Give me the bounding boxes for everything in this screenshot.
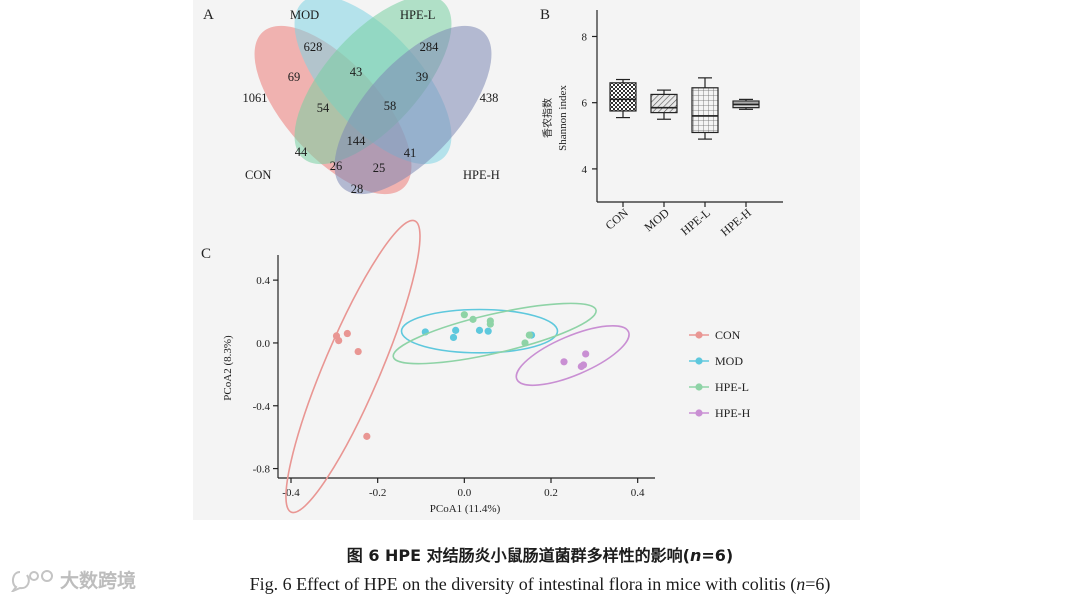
pcoa-ytick-label: 0.4 <box>256 275 270 287</box>
legend-label: MOD <box>715 354 743 368</box>
venn-count-con-hpel-hpeh: 26 <box>330 159 343 173</box>
panel-a-label: A <box>203 7 214 23</box>
pcoa-point <box>335 336 343 345</box>
venn-count-mod-only: 628 <box>304 40 323 54</box>
pcoa-point <box>579 361 588 369</box>
venn-label-hpeh: HPE-H <box>463 168 500 182</box>
venn-count-mod-hpel: 43 <box>350 65 363 79</box>
legend-marker <box>695 331 703 339</box>
pcoa-xlabel: PCoA1 (11.4%) <box>430 503 501 515</box>
venn-count-con-hpeh: 28 <box>351 182 364 196</box>
pcoa-ytick-label: -0.4 <box>253 401 271 413</box>
pcoa-point <box>484 327 492 335</box>
box-iqr <box>691 87 719 134</box>
venn-count-con-mod: 69 <box>288 70 301 84</box>
pcoa-plot: PCoA2 (8.3%) PCoA1 (11.4%) -0.4 -0.2 0.0 0.… <box>222 219 751 515</box>
pcoa-ellipse <box>392 302 597 365</box>
panel-b-label: B <box>540 7 550 23</box>
shannon-boxplot: 香农指数 Shannon index 4 6 8 CON MOD HPE-L HPE-H <box>541 10 783 239</box>
pcoa-xtick-label: -0.2 <box>369 487 386 499</box>
venn-count-all: 144 <box>347 134 367 148</box>
pcoa-point <box>449 333 458 342</box>
legend-label: CON <box>715 328 741 342</box>
venn-count-hpeh-only: 438 <box>480 91 499 105</box>
pcoa-point <box>354 347 362 356</box>
figure-panel: A MOD HPE-L CON HPE-H 1061 628 284 438 6… <box>193 0 860 520</box>
pcoa-point <box>363 432 371 440</box>
pcoa-point <box>460 311 468 319</box>
pcoa-ellipse <box>515 324 630 387</box>
venn-count-con-mod-hpeh: 25 <box>373 161 386 175</box>
boxplot-ytick-label: 8 <box>582 31 588 43</box>
box-iqr <box>609 82 637 112</box>
boxplot-xtick-label: HPE-L <box>678 206 713 239</box>
pcoa-point <box>525 331 533 339</box>
box-mod <box>650 89 678 120</box>
pcoa-ytick-label: -0.8 <box>253 464 271 476</box>
boxplot-xtick-label: CON <box>603 205 632 232</box>
pcoa-point <box>343 329 351 338</box>
pcoa-point <box>475 326 484 334</box>
box-hpe-h <box>732 98 760 110</box>
venn-label-mod: MOD <box>290 8 319 22</box>
boxplot-ylabel-cn: 香农指数 <box>541 98 554 138</box>
watermark-text: 大数跨境 <box>60 570 137 592</box>
box-iqr <box>650 93 678 114</box>
venn-count-con-hpel: 44 <box>295 145 308 159</box>
pcoa-legend: CON MOD HPE-L HPE-H <box>689 328 751 420</box>
legend-label: HPE-L <box>715 380 749 394</box>
pcoa-series-hpe-h <box>515 324 630 387</box>
figure-svg: A MOD HPE-L CON HPE-H 1061 628 284 438 6… <box>201 0 783 515</box>
venn-count-con-mod-hpel: 54 <box>317 101 330 115</box>
boxplot-ytick-label: 6 <box>582 98 588 110</box>
box-hpe-l <box>691 77 719 140</box>
watermark-logo-icon <box>11 569 53 592</box>
pcoa-series-hpe-l <box>392 302 597 365</box>
pcoa-xtick-label: 0.2 <box>544 487 558 499</box>
pcoa-point <box>560 358 568 366</box>
pcoa-point <box>521 339 529 347</box>
boxplot-ylabel: Shannon index <box>557 85 569 151</box>
venn-diagram: MOD HPE-L CON HPE-H 1061 628 284 438 69 … <box>243 0 500 196</box>
legend-marker <box>695 383 703 391</box>
pcoa-xtick-label: 0.0 <box>457 487 471 499</box>
boxplot-ytick-label: 4 <box>582 164 588 176</box>
venn-label-hpel: HPE-L <box>400 8 435 22</box>
pcoa-xtick-label: -0.4 <box>282 487 300 499</box>
venn-count-mod-hpeh: 41 <box>404 146 417 160</box>
panel-c-label: C <box>201 246 211 262</box>
pcoa-point <box>452 326 460 334</box>
venn-count-hpel-only: 284 <box>420 40 440 54</box>
legend-marker <box>695 357 703 365</box>
pcoa-point <box>469 315 477 323</box>
venn-count-hpel-hpeh: 39 <box>416 70 429 84</box>
caption-english: Fig. 6 Effect of HPE on the diversity of… <box>249 574 831 594</box>
pcoa-series-mod <box>400 308 559 354</box>
box-con <box>609 78 637 119</box>
pcoa-point <box>486 317 494 325</box>
venn-count-mod-hpel-hpeh: 58 <box>384 99 397 113</box>
boxplot-xtick-label: MOD <box>641 205 672 234</box>
pcoa-ylabel: PCoA2 (8.3%) <box>222 335 234 401</box>
watermark: 大数跨境 <box>10 566 136 593</box>
pcoa-ytick-label: 0.0 <box>256 338 270 350</box>
pcoa-xtick-label: 0.4 <box>631 487 645 499</box>
pcoa-series-con <box>285 219 421 514</box>
pcoa-ellipse <box>400 308 559 354</box>
pcoa-point <box>582 350 590 358</box>
venn-ellipse-hpel <box>294 0 452 165</box>
legend-label: HPE-H <box>715 406 751 420</box>
caption-chinese: 图 6 HPE 对结肠炎小鼠肠道菌群多样性的影响(n=6) <box>346 546 734 565</box>
venn-count-con-only: 1061 <box>243 91 268 105</box>
pcoa-ellipse <box>285 219 421 514</box>
venn-label-con: CON <box>245 168 271 182</box>
boxplot-xtick-label: HPE-H <box>718 205 754 239</box>
legend-marker <box>695 409 703 417</box>
venn-ellipse-hpeh <box>334 25 492 195</box>
